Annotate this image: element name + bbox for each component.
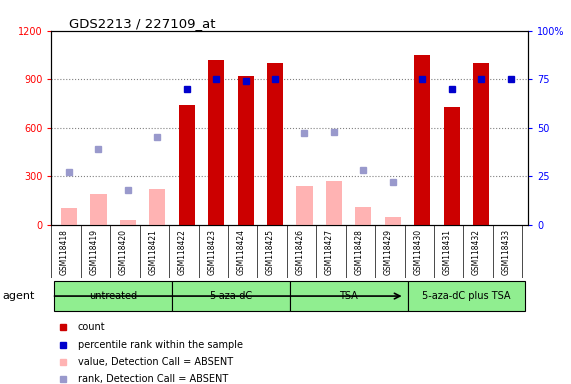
Text: GSM118424: GSM118424: [236, 229, 246, 275]
Text: value, Detection Call = ABSENT: value, Detection Call = ABSENT: [78, 357, 233, 367]
Bar: [208, 60, 224, 225]
Text: percentile rank within the sample: percentile rank within the sample: [78, 339, 243, 349]
Text: GSM118430: GSM118430: [413, 229, 422, 275]
Bar: [120, 220, 136, 225]
Text: GSM118432: GSM118432: [472, 229, 481, 275]
Bar: [414, 55, 431, 225]
Text: GSM118421: GSM118421: [148, 229, 158, 275]
Bar: [54, 281, 172, 311]
Text: untreated: untreated: [89, 291, 137, 301]
Text: rank, Detection Call = ABSENT: rank, Detection Call = ABSENT: [78, 374, 228, 384]
Text: GSM118429: GSM118429: [384, 229, 393, 275]
Text: GSM118426: GSM118426: [296, 229, 304, 275]
Bar: [385, 217, 401, 225]
Bar: [296, 186, 312, 225]
Text: GSM118431: GSM118431: [443, 229, 452, 275]
Text: GSM118418: GSM118418: [60, 229, 69, 275]
Bar: [172, 281, 289, 311]
Bar: [289, 281, 408, 311]
Text: 5-aza-dC: 5-aza-dC: [210, 291, 252, 301]
Bar: [326, 181, 342, 225]
Text: TSA: TSA: [339, 291, 358, 301]
Bar: [238, 76, 254, 225]
Bar: [408, 281, 525, 311]
Bar: [355, 207, 372, 225]
Text: 5-aza-dC plus TSA: 5-aza-dC plus TSA: [422, 291, 510, 301]
Text: GDS2213 / 227109_at: GDS2213 / 227109_at: [69, 17, 215, 30]
Text: GSM118433: GSM118433: [501, 229, 510, 275]
Text: GSM118427: GSM118427: [325, 229, 334, 275]
Bar: [473, 63, 489, 225]
Text: GSM118428: GSM118428: [355, 229, 363, 275]
Bar: [179, 105, 195, 225]
Text: GSM118422: GSM118422: [178, 229, 187, 275]
Text: GSM118420: GSM118420: [119, 229, 128, 275]
Bar: [90, 194, 107, 225]
Text: agent: agent: [3, 291, 35, 301]
Bar: [444, 107, 460, 225]
Text: GSM118419: GSM118419: [90, 229, 98, 275]
Text: GSM118423: GSM118423: [207, 229, 216, 275]
Bar: [61, 209, 77, 225]
Bar: [149, 189, 166, 225]
Text: GSM118425: GSM118425: [266, 229, 275, 275]
Text: count: count: [78, 322, 105, 332]
Bar: [267, 63, 283, 225]
